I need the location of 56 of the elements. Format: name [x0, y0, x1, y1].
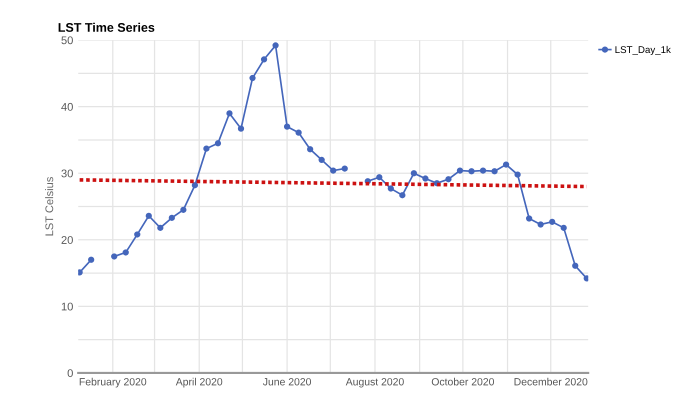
x-tick-label: October 2020	[432, 378, 494, 386]
point	[549, 218, 556, 225]
point	[78, 269, 83, 276]
point	[238, 126, 244, 132]
x-tick-label: August 2020	[346, 378, 404, 388]
point	[296, 130, 302, 136]
point	[260, 56, 268, 63]
point	[168, 214, 175, 221]
point	[214, 140, 222, 146]
point	[146, 212, 152, 219]
point	[538, 221, 544, 228]
point	[376, 174, 382, 180]
point	[468, 168, 475, 174]
x-tick-label: February 2020	[80, 378, 146, 388]
point	[410, 170, 418, 176]
point	[180, 206, 186, 213]
point	[399, 192, 406, 198]
point	[480, 167, 486, 174]
point	[88, 256, 94, 263]
y-tick-label: 10	[62, 302, 73, 310]
point	[111, 253, 118, 260]
point	[318, 156, 325, 164]
y-axis-title: LST Celsius	[45, 177, 54, 236]
point	[249, 74, 256, 82]
y-tick-label: 30	[61, 170, 73, 178]
point	[307, 146, 314, 152]
y-tick-label: 40	[61, 102, 73, 111]
point	[122, 249, 129, 256]
point	[491, 168, 498, 174]
point	[226, 110, 233, 116]
x-tick-label: June 2020	[262, 378, 312, 386]
point	[572, 262, 578, 269]
point	[514, 171, 521, 178]
point	[456, 167, 464, 174]
point	[584, 275, 588, 282]
point	[502, 161, 510, 168]
point	[445, 176, 452, 182]
y-tick-label: 20	[62, 236, 73, 244]
point	[330, 167, 336, 174]
point	[134, 231, 140, 238]
point	[203, 145, 210, 152]
point	[342, 165, 348, 172]
x-tick-label: April 2020	[176, 378, 222, 388]
point	[192, 182, 198, 188]
point	[272, 42, 279, 49]
legend-label: LST_Day_1k	[615, 46, 671, 55]
y-tick-label: 0	[68, 369, 73, 378]
point	[388, 185, 394, 192]
point	[157, 224, 164, 231]
point	[422, 175, 429, 182]
point	[284, 124, 290, 130]
point	[526, 215, 532, 222]
point	[560, 224, 567, 231]
y-tick-label: 50	[61, 36, 73, 44]
x-tick-label: December 2020	[514, 378, 588, 386]
chart-title: LST Time Series	[58, 22, 154, 32]
